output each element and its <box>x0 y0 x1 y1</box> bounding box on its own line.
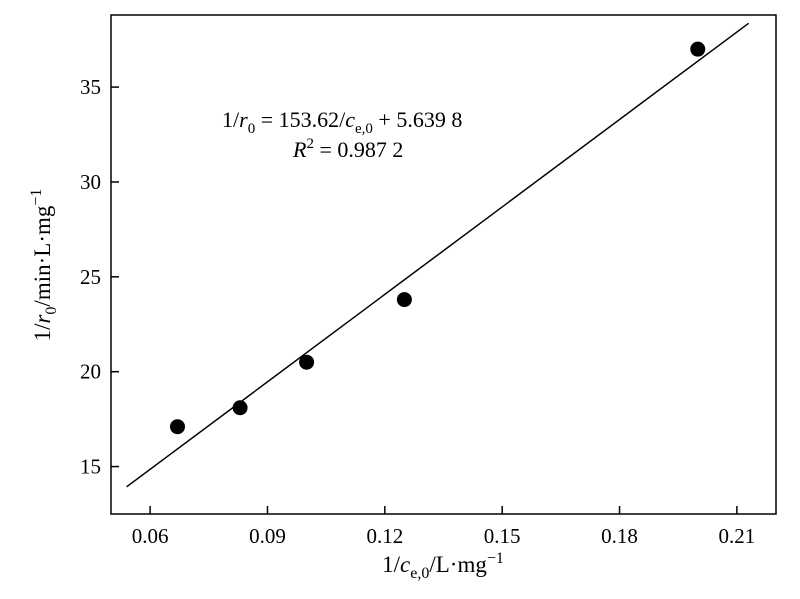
data-points <box>170 41 706 435</box>
x-axis-label: 1/ce,0/L·mg−1 <box>382 550 504 582</box>
x-tick-label: 0.12 <box>366 524 403 548</box>
x-tick-label: 0.21 <box>719 524 756 548</box>
x-tick-label: 0.06 <box>132 524 169 548</box>
y-axis-label: 1/r0/min·L·mg−1 <box>28 189 60 342</box>
x-tick-label: 0.09 <box>249 524 286 548</box>
equation-annotation: 1/r0 = 153.62/ce,0 + 5.639 8 <box>222 107 462 137</box>
x-axis-ticks: 0.06 0.09 0.12 0.15 0.18 0.21 <box>132 506 756 548</box>
data-point <box>232 400 248 416</box>
plot-frame <box>110 14 777 515</box>
y-tick-label: 25 <box>80 265 101 289</box>
y-tick-label: 15 <box>80 455 101 479</box>
fit-line <box>126 22 750 488</box>
data-point <box>299 354 315 370</box>
y-tick-label: 20 <box>80 360 101 384</box>
data-point <box>396 292 412 308</box>
r-squared-annotation: R2 = 0.987 2 <box>292 136 403 162</box>
y-axis-ticks: 15 20 25 30 35 <box>80 75 119 479</box>
data-point <box>690 41 706 57</box>
y-tick-label: 35 <box>80 75 101 99</box>
x-tick-label: 0.15 <box>484 524 521 548</box>
y-tick-label: 30 <box>80 170 101 194</box>
x-tick-label: 0.18 <box>601 524 638 548</box>
data-point <box>170 419 185 435</box>
fit-line-group <box>126 22 750 488</box>
